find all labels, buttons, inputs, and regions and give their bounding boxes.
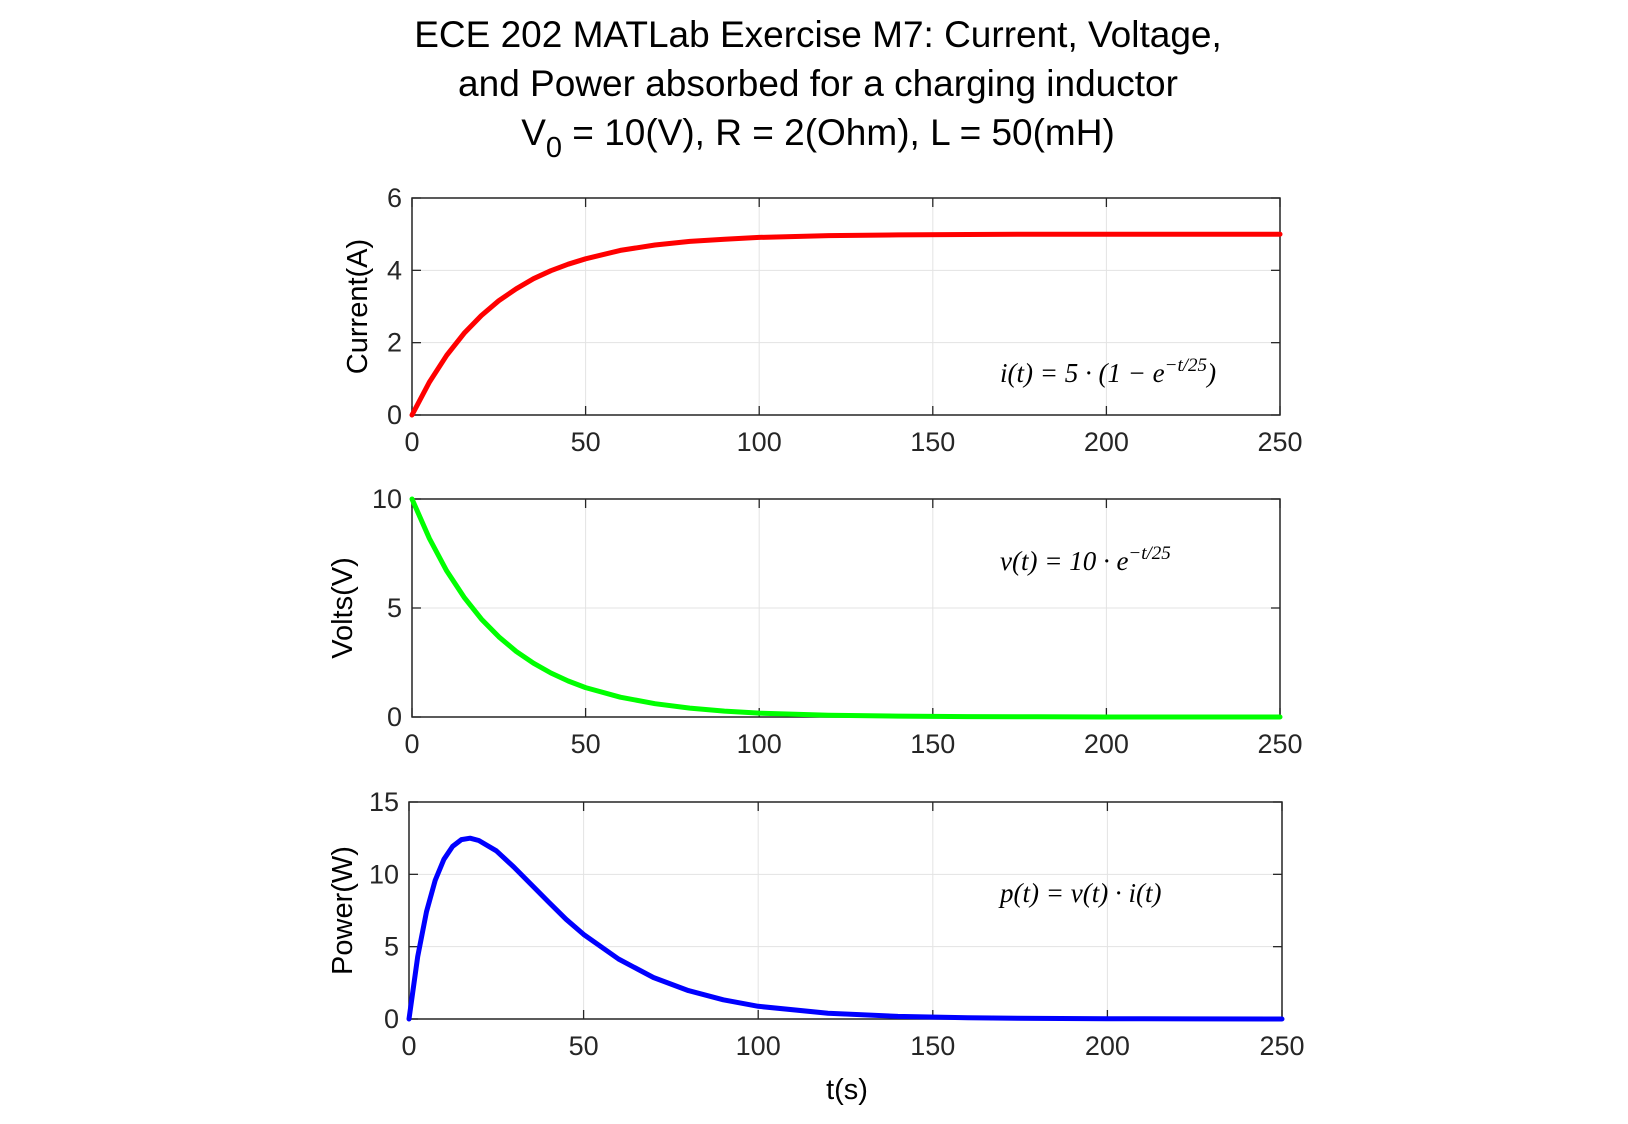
current-x-tick-label: 50 (571, 427, 601, 457)
current-axes-border (411, 197, 1281, 416)
voltage-x-tick-label: 50 (571, 729, 601, 759)
power-series-line (406, 835, 1285, 1022)
power-axes-border (408, 801, 1283, 1020)
figure-title-line-2: and Power absorbed for a charging induct… (458, 63, 1178, 104)
current-x-tick-label: 0 (404, 427, 419, 457)
current-subplot: 0 50 100 150 200 250 0 2 4 6 Current(A) i(t) = 5 · … (342, 183, 1303, 457)
current-equation-annotation: i(t) = 5 · (1 − e−t/25) (1000, 355, 1216, 388)
voltage-x-tick-label: 250 (1257, 729, 1302, 759)
voltage-y-tick-label: 0 (387, 702, 402, 732)
power-plot-area (408, 801, 1283, 1020)
current-x-tick-label: 150 (910, 427, 955, 457)
current-x-tick-label: 250 (1257, 427, 1302, 457)
voltage-y-tick-label: 5 (387, 593, 402, 623)
x-axis-label: t(s) (826, 1074, 868, 1106)
figure-title-line-1: ECE 202 MATLab Exercise M7: Current, Vol… (414, 14, 1222, 55)
voltage-y-axis-label: Volts(V) (327, 557, 359, 659)
current-x-tick-label: 200 (1084, 427, 1129, 457)
voltage-y-tick-label: 10 (372, 484, 402, 514)
current-y-tick-label: 6 (387, 183, 402, 213)
current-series-line (409, 231, 1283, 418)
power-y-axis-label: Power(W) (327, 846, 359, 975)
power-x-tick-label: 0 (401, 1031, 416, 1061)
voltage-x-tick-label: 150 (910, 729, 955, 759)
title-v-subscript: 0 (546, 132, 562, 164)
voltage-x-tick-label: 100 (737, 729, 782, 759)
power-x-tick-label: 50 (569, 1031, 599, 1061)
power-y-tick-label: 15 (369, 787, 399, 817)
voltage-series-line (409, 496, 1283, 720)
current-y-axis-label: Current(A) (342, 239, 374, 374)
figure-title-line-3: V0 = 10(V), R = 2(Ohm), L = 50(mH) (521, 112, 1115, 164)
power-y-tick-label: 10 (369, 859, 399, 889)
power-y-tick-label: 0 (384, 1004, 399, 1034)
power-x-tick-label: 250 (1259, 1031, 1304, 1061)
power-x-tick-label: 150 (910, 1031, 955, 1061)
power-subplot: 0 50 100 150 200 250 0 5 10 15 Power(W) p(t) = v(t)… (327, 787, 1305, 1061)
voltage-subplot: 0 50 100 150 200 250 0 5 10 Volts(V) v(t) = 10 · e… (327, 484, 1303, 759)
power-x-tick-label: 100 (736, 1031, 781, 1061)
voltage-x-tick-label: 0 (404, 729, 419, 759)
voltage-x-tick-label: 200 (1084, 729, 1129, 759)
current-x-tick-label: 100 (737, 427, 782, 457)
current-y-tick-label: 2 (387, 328, 402, 358)
title-parameters: = 10(V), R = 2(Ohm), L = 50(mH) (562, 112, 1115, 153)
power-x-tick-label: 200 (1085, 1031, 1130, 1061)
voltage-equation-annotation: v(t) = 10 · e−t/25 (1000, 543, 1171, 576)
current-y-tick-label: 0 (387, 400, 402, 430)
title-v-symbol: V (521, 112, 546, 153)
power-y-tick-label: 5 (384, 932, 399, 962)
current-y-tick-label: 4 (387, 255, 402, 285)
power-equation-annotation: p(t) = v(t) · i(t) (998, 878, 1161, 908)
